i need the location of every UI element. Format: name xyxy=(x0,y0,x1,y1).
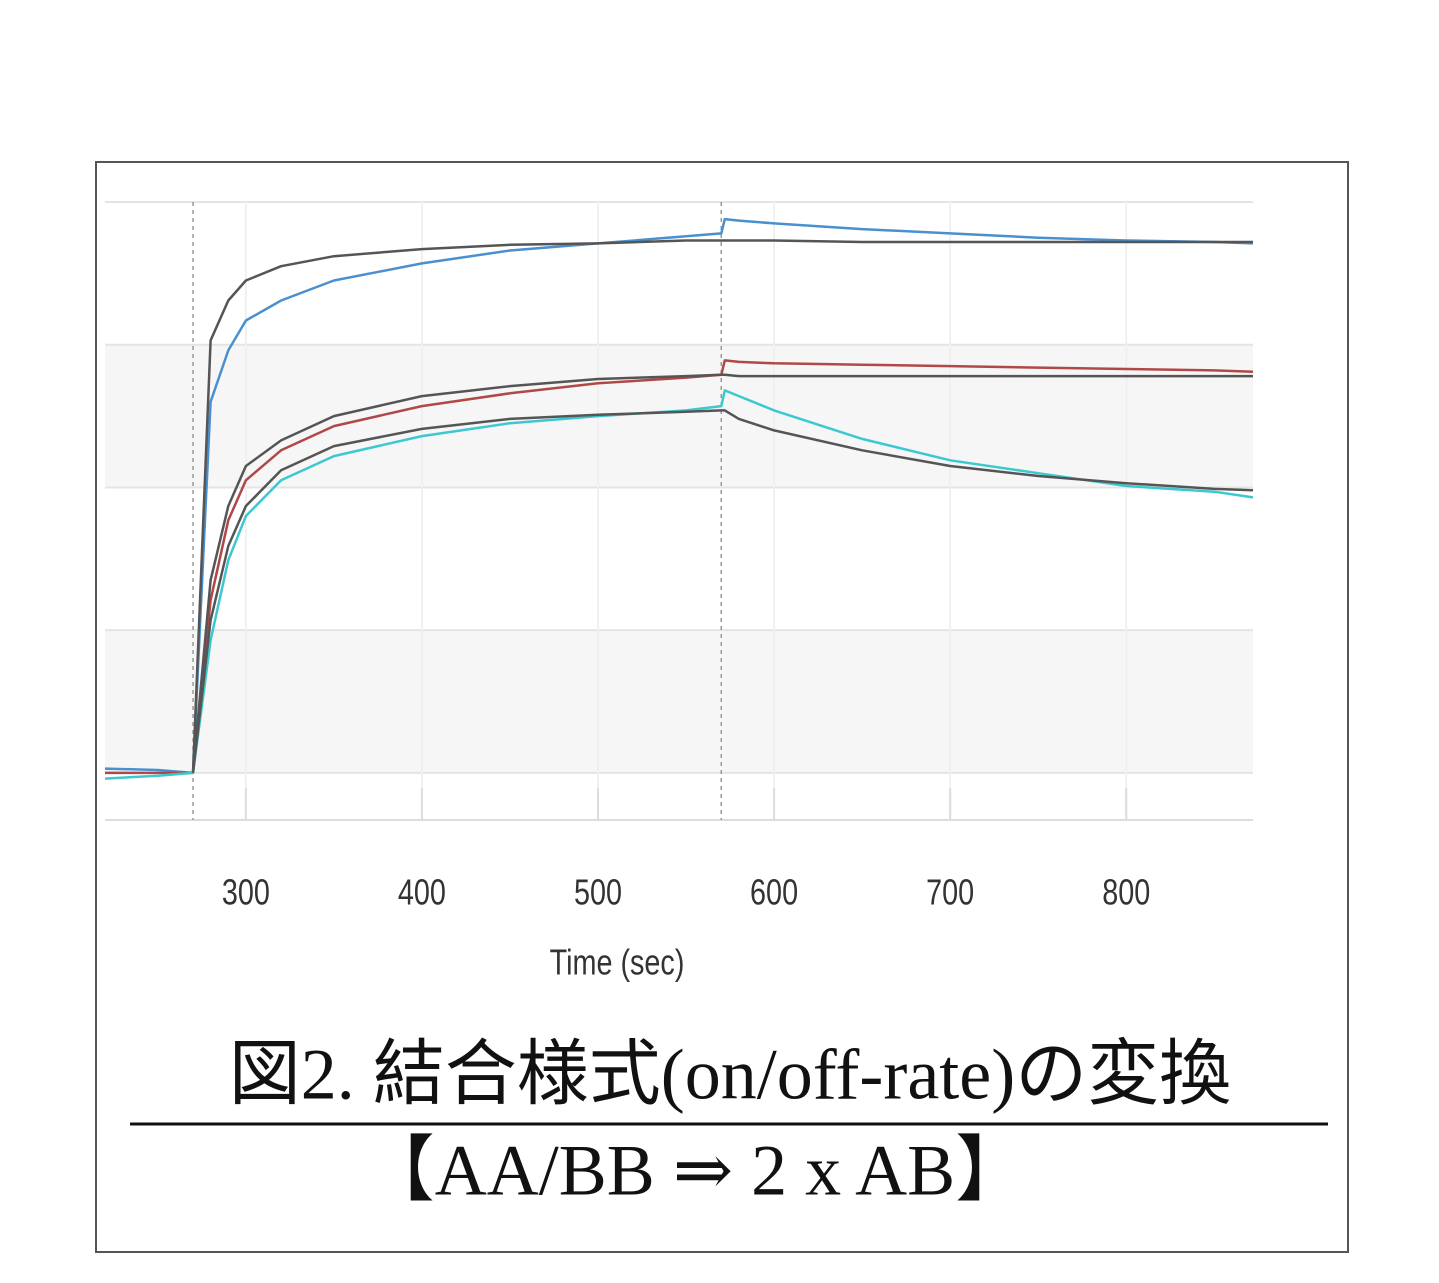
x-tick-label: 600 xyxy=(750,871,798,912)
x-tick-label: 500 xyxy=(574,871,622,912)
series-line xyxy=(105,359,1254,775)
x-tick-label: 300 xyxy=(222,871,270,912)
series-line xyxy=(191,409,1254,774)
caption-line: 図2. 結合様式(on/off-rate)の変換 xyxy=(229,1035,1231,1115)
x-tick-label: 700 xyxy=(926,871,974,912)
series-line xyxy=(104,217,1254,775)
x-axis-label: Time (sec) xyxy=(550,941,685,982)
series-line xyxy=(191,373,1253,774)
series-line xyxy=(191,239,1253,773)
shaded-band xyxy=(105,344,1253,488)
x-tick-label: 800 xyxy=(1102,871,1150,912)
shaded-band xyxy=(105,630,1253,773)
x-tick-label: 400 xyxy=(398,871,446,912)
caption-line: 【AA/BB ⇒ 2 x AB】 xyxy=(363,1131,1027,1211)
